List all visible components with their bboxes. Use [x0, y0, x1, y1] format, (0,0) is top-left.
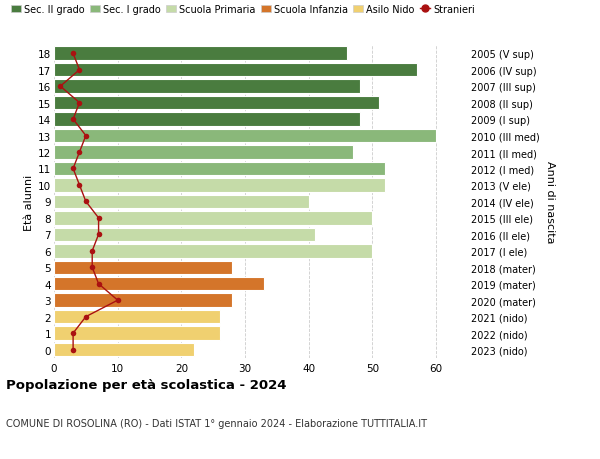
Text: Popolazione per età scolastica - 2024: Popolazione per età scolastica - 2024: [6, 379, 287, 392]
Bar: [54, 129, 436, 143]
Point: [94, 280, 103, 288]
Point: [81, 133, 91, 140]
Point: [68, 116, 78, 123]
Bar: [54, 179, 385, 192]
Point: [74, 100, 84, 107]
Bar: [54, 195, 309, 209]
Bar: [54, 162, 385, 176]
Text: COMUNE DI ROSOLINA (RO) - Dati ISTAT 1° gennaio 2024 - Elaborazione TUTTITALIA.I: COMUNE DI ROSOLINA (RO) - Dati ISTAT 1° …: [6, 418, 427, 428]
Point: [68, 50, 78, 58]
Point: [74, 67, 84, 74]
Bar: [54, 327, 220, 340]
Bar: [54, 212, 373, 225]
Point: [56, 83, 65, 90]
Point: [68, 165, 78, 173]
Point: [88, 247, 97, 255]
Bar: [54, 146, 353, 159]
Point: [113, 297, 122, 304]
Bar: [54, 64, 417, 77]
Y-axis label: Anni di nascita: Anni di nascita: [545, 161, 555, 243]
Point: [68, 330, 78, 337]
Bar: [54, 261, 232, 274]
Point: [74, 149, 84, 157]
Bar: [54, 343, 194, 357]
Bar: [54, 97, 379, 110]
Bar: [54, 294, 232, 307]
Point: [94, 215, 103, 222]
Bar: [54, 80, 360, 94]
Bar: [54, 228, 315, 241]
Point: [74, 182, 84, 189]
Point: [94, 231, 103, 239]
Point: [88, 264, 97, 271]
Legend: Sec. II grado, Sec. I grado, Scuola Primaria, Scuola Infanzia, Asilo Nido, Stran: Sec. II grado, Sec. I grado, Scuola Prim…: [11, 5, 475, 15]
Point: [81, 313, 91, 321]
Bar: [54, 113, 360, 127]
Point: [68, 346, 78, 353]
Bar: [54, 277, 264, 291]
Point: [81, 198, 91, 206]
Bar: [54, 310, 220, 324]
Y-axis label: Età alunni: Età alunni: [24, 174, 34, 230]
Bar: [54, 47, 347, 61]
Bar: [54, 245, 373, 258]
